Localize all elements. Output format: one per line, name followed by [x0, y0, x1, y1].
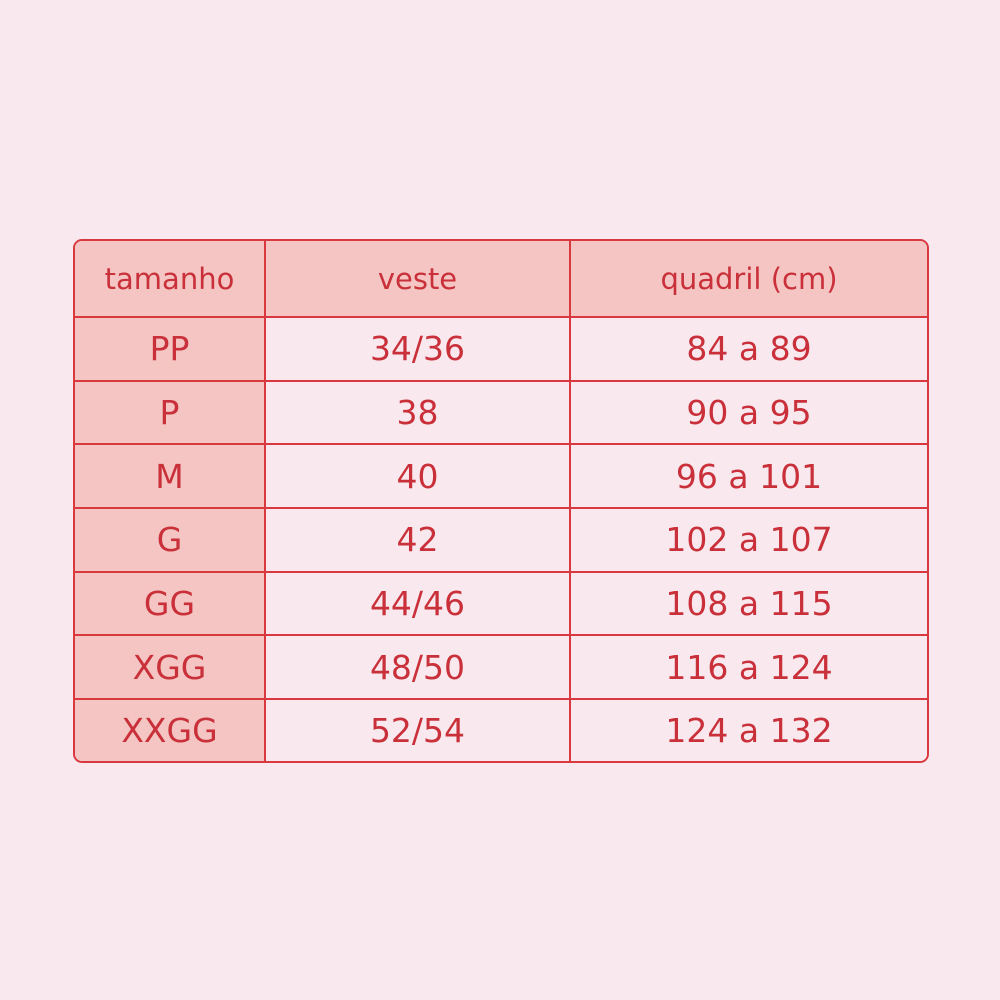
veste-cell: 52/54 [264, 697, 571, 761]
veste-cell: 38 [264, 379, 571, 446]
veste-cell: 48/50 [264, 634, 571, 700]
size-cell: XXGG [75, 697, 266, 761]
table-row: GG 44/46 108 a 115 [75, 570, 927, 637]
size-cell: G [75, 506, 266, 573]
veste-cell: 42 [264, 506, 571, 573]
table-row: PP 34/36 84 a 89 [75, 316, 927, 382]
header-row: tamanho veste quadril (cm) [75, 241, 927, 318]
table-row: M 40 96 a 101 [75, 443, 927, 509]
size-chart-table: tamanho veste quadril (cm) PP 34/36 84 a 8… [73, 239, 929, 763]
veste-cell: 44/46 [264, 570, 571, 637]
header-tamanho: tamanho [75, 241, 266, 318]
quadril-cell: 90 a 95 [569, 379, 927, 446]
size-cell: PP [75, 316, 266, 382]
veste-cell: 34/36 [264, 316, 571, 382]
quadril-cell: 124 a 132 [569, 697, 927, 761]
quadril-cell: 102 a 107 [569, 506, 927, 573]
quadril-cell: 116 a 124 [569, 634, 927, 700]
size-cell: P [75, 379, 266, 446]
quadril-cell: 108 a 115 [569, 570, 927, 637]
size-cell: M [75, 443, 266, 509]
header-veste: veste [264, 241, 571, 318]
table-row: P 38 90 a 95 [75, 379, 927, 446]
header-quadril: quadril (cm) [569, 241, 927, 318]
table-row: XGG 48/50 116 a 124 [75, 634, 927, 700]
quadril-cell: 96 a 101 [569, 443, 927, 509]
size-cell: XGG [75, 634, 266, 700]
size-cell: GG [75, 570, 266, 637]
table-row: G 42 102 a 107 [75, 506, 927, 573]
quadril-cell: 84 a 89 [569, 316, 927, 382]
veste-cell: 40 [264, 443, 571, 509]
table-row: XXGG 52/54 124 a 132 [75, 697, 927, 761]
